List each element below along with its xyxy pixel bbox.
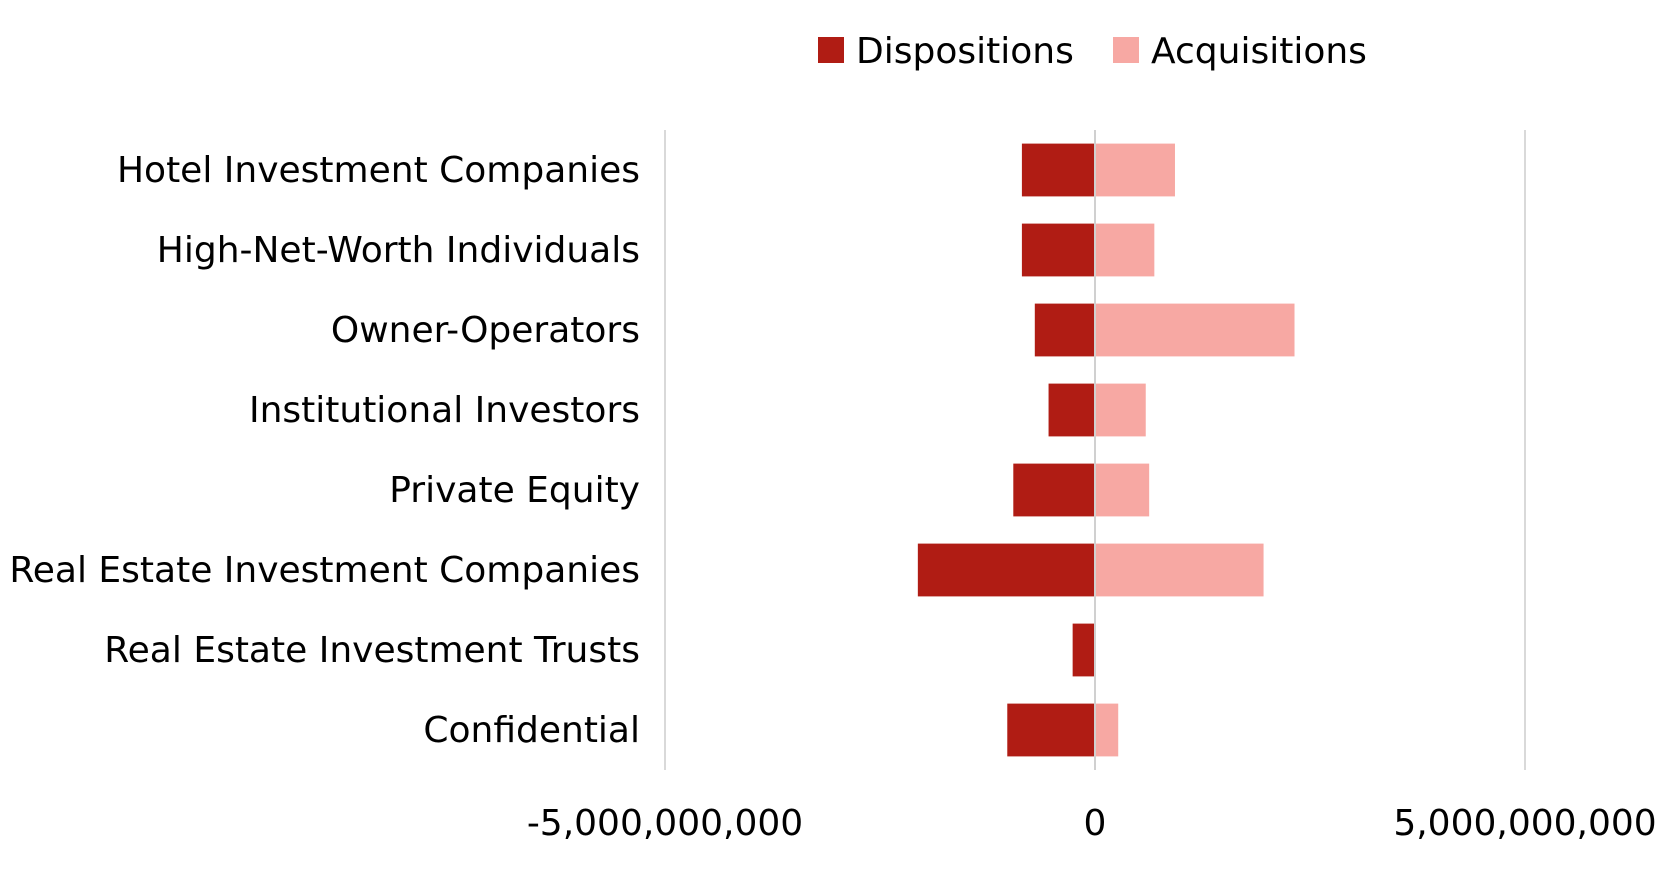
legend-swatch-acquisitions [1113, 37, 1139, 63]
bar-dispositions-owner-operators [1034, 303, 1095, 357]
bar-dispositions-hotel-investment-companies [1021, 143, 1095, 197]
bar-dispositions-private-equity [1013, 463, 1095, 517]
bar-dispositions-high-net-worth-individuals [1021, 223, 1095, 277]
bar-acquisitions-confidential [1095, 703, 1119, 757]
category-label-owner-operators: Owner-Operators [331, 310, 640, 351]
legend: Dispositions Acquisitions [818, 31, 1367, 72]
category-label-institutional-investors: Institutional Investors [249, 390, 640, 431]
bar-dispositions-institutional-investors [1048, 383, 1095, 437]
gridlines [664, 130, 1526, 770]
tick-label-5-000-000-000: -5,000,000,000 [527, 803, 803, 844]
x-axis-tick-labels: -5,000,000,000 0 5,000,000,000 [527, 803, 1657, 844]
category-label-high-net-worth-individuals: High-Net-Worth Individuals [157, 230, 640, 271]
tick-label-0: 0 [1084, 803, 1107, 844]
category-label-real-estate-investment-trusts: Real Estate Investment Trusts [104, 630, 640, 671]
category-label-private-equity: Private Equity [389, 470, 640, 511]
legend-label-dispositions: Dispositions [856, 31, 1074, 72]
bar-acquisitions-owner-operators [1095, 303, 1295, 357]
category-label-confidential: Confidential [423, 710, 640, 751]
bar-acquisitions-institutional-investors [1095, 383, 1146, 437]
category-label-real-estate-investment-companies: Real Estate Investment Companies [9, 550, 640, 591]
bar-dispositions-real-estate-investment-companies [917, 543, 1095, 597]
tick-label-5-000-000-000: 5,000,000,000 [1393, 803, 1656, 844]
legend-label-acquisitions: Acquisitions [1151, 31, 1367, 72]
category-label-hotel-investment-companies: Hotel Investment Companies [117, 150, 640, 191]
category-labels: Hotel Investment Companies High-Net-Worth… [9, 150, 640, 751]
bar-acquisitions-real-estate-investment-companies [1095, 543, 1264, 597]
bar-dispositions-real-estate-investment-trusts [1072, 623, 1095, 677]
bar-acquisitions-hotel-investment-companies [1095, 143, 1175, 197]
legend-swatch-dispositions [818, 37, 844, 63]
bars [917, 143, 1295, 757]
bar-dispositions-confidential [1007, 703, 1095, 757]
bar-acquisitions-high-net-worth-individuals [1095, 223, 1155, 277]
bar-acquisitions-private-equity [1095, 463, 1150, 517]
